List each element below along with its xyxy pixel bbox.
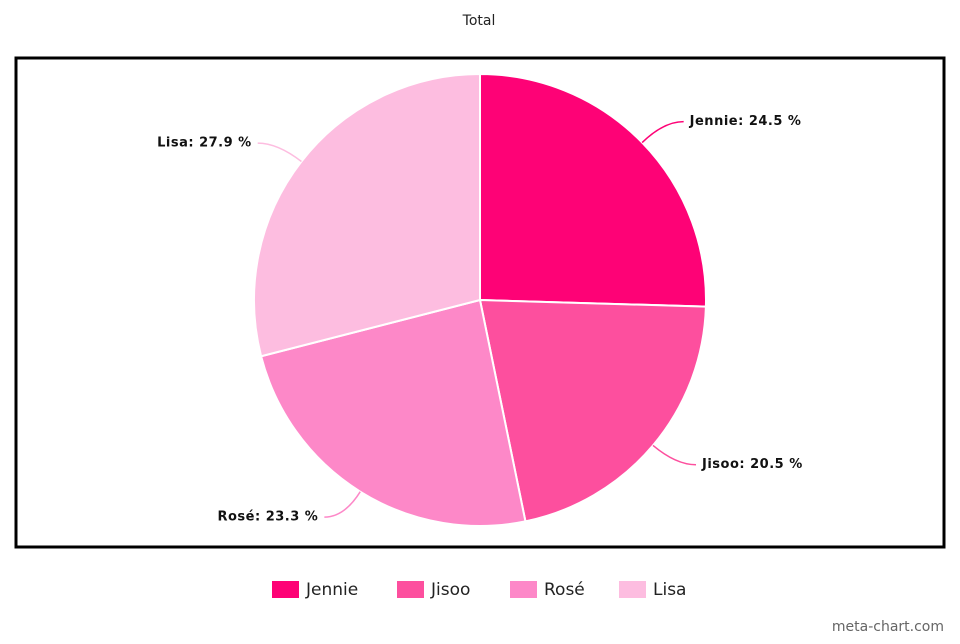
chart-title: Total [462,13,496,29]
legend-swatch [510,581,537,598]
pie-slice [259,298,527,527]
data-label: Jisoo: 20.5 % [701,457,803,472]
data-label: Jennie: 24.5 % [689,114,802,129]
legend-label: Jisoo [430,580,470,600]
leader-line [652,444,696,466]
pie-slice [479,72,707,308]
data-label: Lisa: 27.9 % [157,136,252,151]
legend-swatch [619,581,646,598]
leader-line [324,491,361,518]
data-label: Rosé: 23.3 % [217,510,318,525]
pie-slice [478,298,707,523]
leader-line [641,120,684,144]
leader-line [257,142,302,163]
watermark: meta-chart.com [832,619,944,635]
plot-frame [14,56,946,549]
legend-label: Lisa [653,580,686,600]
legend-label: Jennie [305,580,358,600]
legend-swatch [272,581,299,598]
legend-label: Rosé [544,580,585,600]
pie-slice [253,72,481,358]
legend-swatch [397,581,424,598]
